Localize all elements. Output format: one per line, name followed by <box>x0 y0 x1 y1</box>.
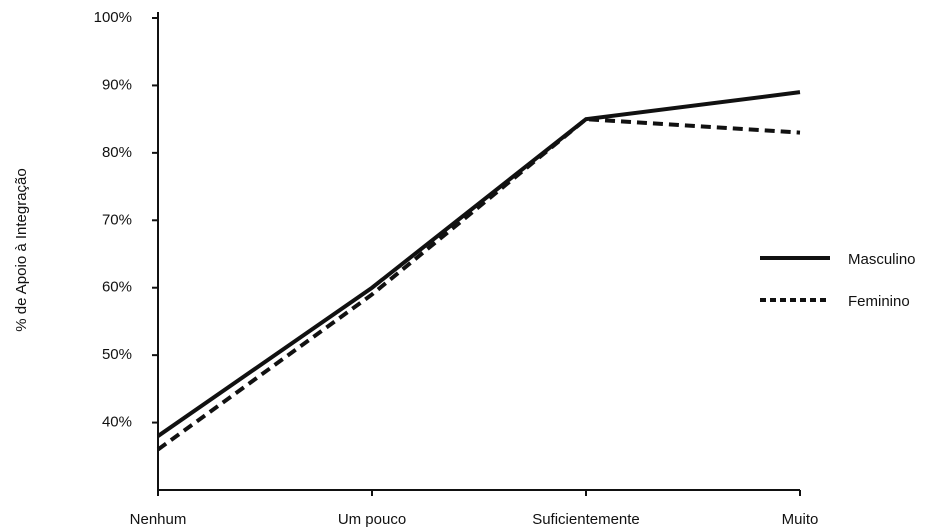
line-series <box>156 90 801 438</box>
y-tick-label: 60% <box>102 279 132 296</box>
y-tick-label: 90% <box>102 76 132 93</box>
y-tick-label: 70% <box>102 211 132 228</box>
x-tick-label: Nenhum <box>130 511 187 528</box>
x-tick-label: Muito <box>782 511 819 528</box>
y-axis-label: % de Apoio à Integração <box>13 168 30 331</box>
legend-label: Feminino <box>848 293 910 310</box>
x-tick-label: Suficientemente <box>532 511 640 528</box>
x-tick-label: Um pouco <box>338 511 406 528</box>
y-tick-label: 80% <box>102 144 132 161</box>
line-series <box>156 117 801 452</box>
y-tick-label: 100% <box>94 9 132 26</box>
y-tick-label: 50% <box>102 346 132 363</box>
y-tick-label: 40% <box>102 414 132 431</box>
legend-label: Masculino <box>848 251 916 268</box>
